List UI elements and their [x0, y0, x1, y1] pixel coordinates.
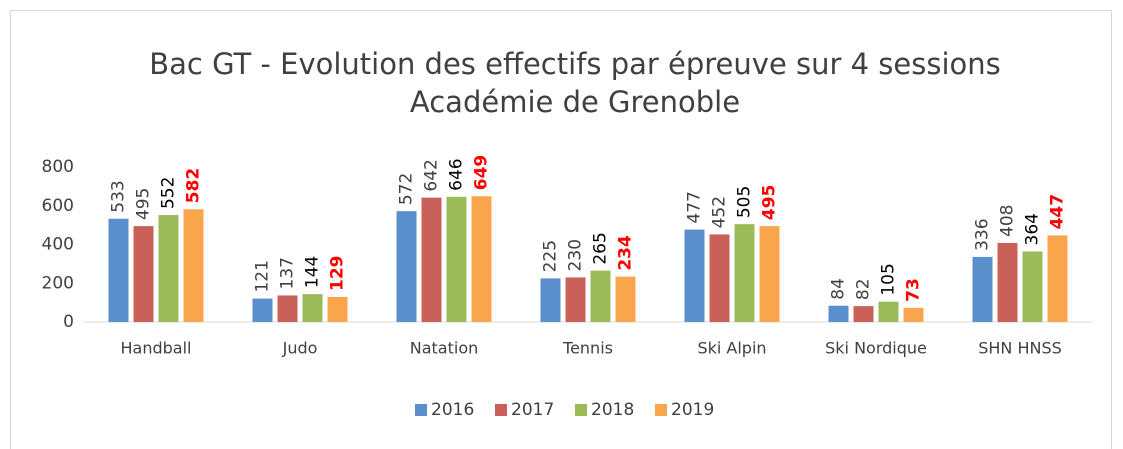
legend-swatch: [575, 404, 587, 416]
bar: [183, 209, 204, 322]
bar: [878, 301, 899, 322]
x-tick-label: Judo: [282, 339, 318, 358]
data-label: 230: [566, 239, 586, 271]
legend-swatch: [655, 404, 667, 416]
data-label: 408: [998, 204, 1018, 236]
data-label: 234: [616, 235, 636, 271]
bar: [1022, 251, 1043, 322]
bar: [853, 306, 874, 322]
chart-subtitle: Académie de Grenoble: [410, 85, 740, 119]
data-label: 646: [447, 158, 467, 190]
data-label: 552: [159, 177, 179, 209]
data-label: 121: [253, 260, 273, 292]
bar: [471, 196, 492, 322]
data-label: 642: [422, 159, 442, 191]
legend-swatch: [415, 404, 427, 416]
bar: [446, 196, 467, 322]
y-tick-label: 800: [42, 157, 74, 177]
x-tick-label: Ski Alpin: [697, 339, 766, 358]
y-tick-label: 0: [63, 312, 74, 332]
data-label: 572: [397, 173, 417, 205]
data-label: 533: [109, 180, 129, 212]
bar: [133, 226, 154, 322]
legend-label: 2016: [431, 400, 474, 420]
data-label: 495: [760, 185, 780, 221]
data-label: 225: [541, 240, 561, 272]
legend-swatch: [495, 404, 507, 416]
legend-label: 2019: [671, 400, 714, 420]
bar: [903, 307, 924, 322]
x-tick-label: SHN HNSS: [978, 339, 1062, 358]
data-label: 137: [278, 257, 298, 289]
y-tick-label: 200: [42, 273, 74, 293]
legend-label: 2018: [591, 400, 634, 420]
data-label: 364: [1023, 213, 1043, 245]
bar: [565, 277, 586, 322]
data-label: 105: [879, 263, 899, 295]
bar: [302, 294, 323, 322]
bar: [277, 295, 298, 322]
data-label: 144: [303, 256, 323, 288]
bar: [108, 218, 129, 322]
bar: [615, 276, 636, 322]
data-label: 477: [685, 191, 705, 223]
x-tick-label: Tennis: [562, 339, 613, 358]
x-tick-label: Natation: [410, 339, 479, 358]
data-label: 336: [973, 218, 993, 250]
bar: [158, 215, 179, 322]
bar: [684, 229, 705, 322]
bar: [590, 270, 611, 322]
bar: [540, 278, 561, 322]
bar: [759, 226, 780, 322]
bar: [734, 224, 755, 322]
data-label: 129: [328, 256, 348, 292]
x-tick-label: Handball: [121, 339, 192, 358]
data-label: 582: [184, 168, 204, 204]
bar: [327, 297, 348, 322]
data-label: 447: [1048, 194, 1068, 230]
y-tick-label: 400: [42, 235, 74, 255]
data-label: 495: [134, 188, 154, 220]
y-tick-label: 600: [42, 196, 74, 216]
bar: [421, 197, 442, 322]
data-label: 265: [591, 232, 611, 264]
legend-label: 2017: [511, 400, 554, 420]
bar: [396, 211, 417, 322]
bar: [828, 305, 849, 322]
data-label: 505: [735, 186, 755, 218]
bar: [997, 242, 1018, 322]
data-label: 73: [904, 278, 924, 302]
bar: [972, 256, 993, 322]
data-label: 84: [829, 278, 849, 300]
bar: [1047, 235, 1068, 322]
x-tick-label: Ski Nordique: [825, 339, 927, 358]
chart-title: Bac GT - Evolution des effectifs par épr…: [149, 47, 1001, 81]
data-label: 649: [472, 155, 492, 191]
bar: [252, 298, 273, 322]
bar: [709, 234, 730, 322]
data-label: 82: [854, 278, 874, 300]
data-label: 452: [710, 196, 730, 228]
